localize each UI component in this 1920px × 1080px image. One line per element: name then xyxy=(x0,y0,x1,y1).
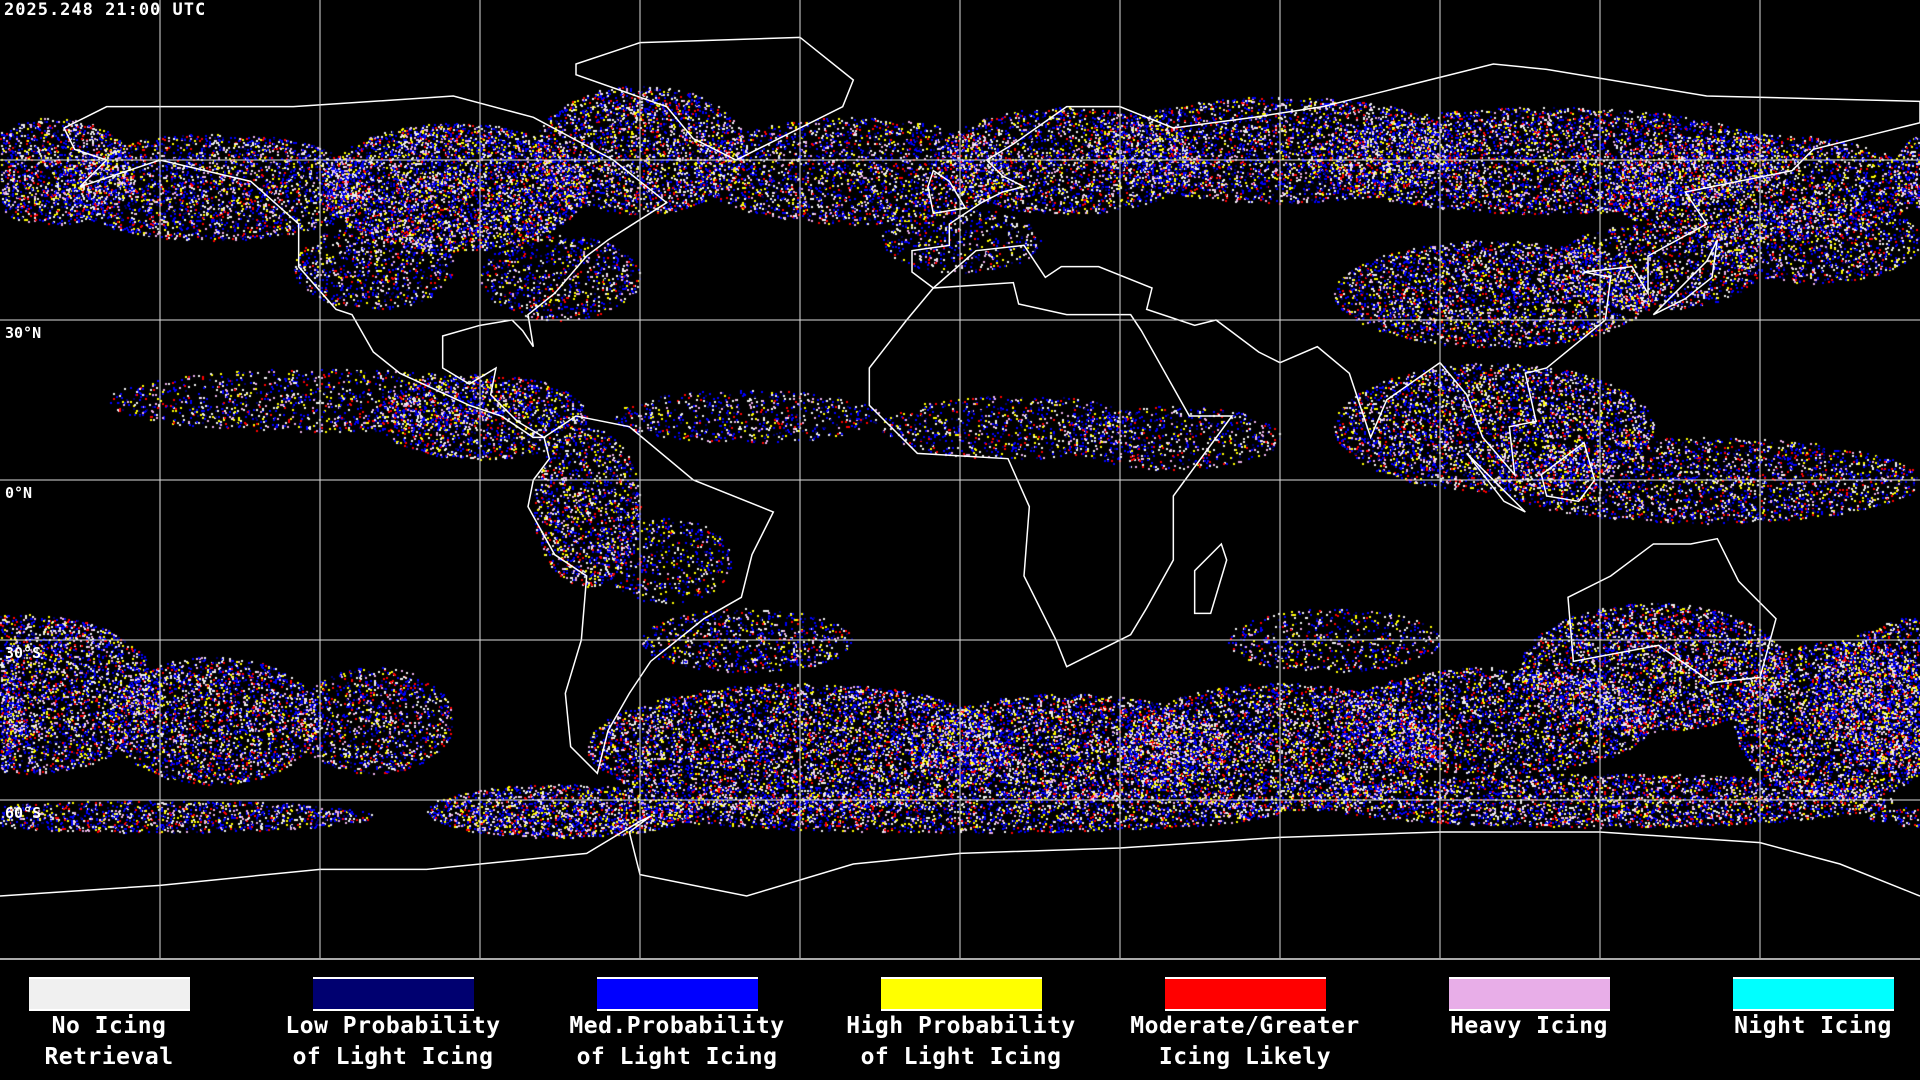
coastline-japan xyxy=(1652,239,1719,316)
legend-swatch xyxy=(312,977,474,1011)
legend-item-night-icing: Night Icing xyxy=(1693,977,1920,1042)
icing-map: 2025.248 21:00 UTC 30°N 0°N 30°S 60°S xyxy=(0,0,1920,958)
coastline-borneo xyxy=(1540,441,1596,503)
coastline-madagascar xyxy=(1193,542,1228,615)
lat-label-30n: 30°N xyxy=(5,324,42,342)
legend-label: No Icing xyxy=(51,1013,167,1039)
legend-label: Med.Probability xyxy=(569,1013,785,1039)
legend-label: High Probability xyxy=(846,1013,1076,1039)
legend-label: Moderate/Greater xyxy=(1130,1013,1360,1039)
legend-label: of Light Icing xyxy=(576,1044,778,1070)
coastline-australia xyxy=(1567,537,1777,684)
legend-label: Low Probability xyxy=(285,1013,501,1039)
legend-swatch xyxy=(28,977,190,1011)
legend-label: Retrieval xyxy=(44,1044,174,1070)
legend-label: Icing Likely xyxy=(1158,1044,1332,1070)
divider xyxy=(0,958,1920,960)
coastline-north-america xyxy=(62,95,668,439)
legend-item-med-probability: Med.Probability of Light Icing xyxy=(557,977,797,1073)
lat-label-0n: 0°N xyxy=(5,484,33,502)
legend-swatch xyxy=(1732,977,1894,1011)
legend-label: Heavy Icing xyxy=(1450,1013,1608,1039)
legend-swatch xyxy=(1164,977,1326,1011)
lat-label-60s: 60°S xyxy=(5,804,42,822)
coastline-greenland xyxy=(575,36,855,161)
coastline-eurasia xyxy=(911,63,1920,478)
legend-item-heavy-icing: Heavy Icing xyxy=(1409,977,1649,1042)
legend-label: of Light Icing xyxy=(292,1044,494,1070)
legend-swatch xyxy=(596,977,758,1011)
coastlines-and-grid xyxy=(0,0,1920,958)
coastline-south-america xyxy=(527,415,775,775)
legend-item-moderate-greater: Moderate/Greater Icing Likely xyxy=(1125,977,1365,1073)
legend-swatch xyxy=(1448,977,1610,1011)
legend-item-no-icing: No Icing Retrieval xyxy=(0,977,229,1073)
lat-label-30s: 30°S xyxy=(5,644,42,662)
timestamp: 2025.248 21:00 UTC xyxy=(4,0,207,20)
coastline-africa xyxy=(868,281,1234,668)
legend-label: of Light Icing xyxy=(860,1044,1062,1070)
coastline-sumatra xyxy=(1466,452,1526,513)
legend-label: Night Icing xyxy=(1734,1013,1892,1039)
legend-item-low-probability: Low Probability of Light Icing xyxy=(273,977,513,1073)
legend-item-high-probability: High Probability of Light Icing xyxy=(841,977,1081,1073)
legend-swatch xyxy=(880,977,1042,1011)
